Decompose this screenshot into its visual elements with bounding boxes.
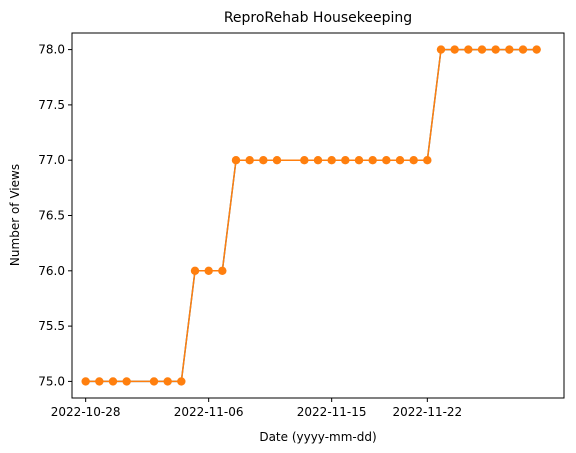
data-point bbox=[423, 156, 432, 165]
data-point bbox=[218, 266, 227, 275]
data-point bbox=[81, 377, 90, 386]
data-point bbox=[95, 377, 104, 386]
data-point bbox=[122, 377, 131, 386]
x-axis-label: Date (yyyy-mm-dd) bbox=[259, 430, 376, 444]
data-point bbox=[354, 156, 364, 165]
series-line bbox=[85, 48, 537, 383]
data-point bbox=[163, 377, 172, 386]
data-point bbox=[108, 377, 118, 386]
data-point bbox=[382, 156, 391, 165]
data-point bbox=[272, 156, 282, 165]
data-point bbox=[300, 156, 309, 165]
data-point bbox=[177, 377, 186, 386]
x-tick-label: 2022-11-22 bbox=[392, 405, 462, 419]
y-tick-label: 78.0 bbox=[38, 43, 65, 57]
y-axis: 75.0 75.5 76.0 76.5 77.0 77.5 78.0 bbox=[38, 43, 72, 388]
data-point bbox=[491, 45, 500, 54]
data-point bbox=[327, 156, 336, 165]
y-tick-label: 76.5 bbox=[38, 209, 65, 223]
data-point bbox=[477, 45, 487, 54]
data-point bbox=[505, 45, 514, 54]
data-point bbox=[450, 45, 459, 54]
y-tick-label: 77.5 bbox=[38, 98, 65, 112]
data-point bbox=[518, 45, 528, 54]
y-tick-label: 75.5 bbox=[38, 319, 65, 333]
data-point bbox=[149, 377, 159, 386]
x-tick-label: 2022-11-15 bbox=[297, 405, 367, 419]
data-point bbox=[190, 266, 200, 275]
data-point bbox=[245, 156, 254, 165]
data-point bbox=[368, 156, 377, 165]
y-tick-label: 75.0 bbox=[38, 374, 65, 388]
data-point bbox=[464, 45, 473, 54]
data-point bbox=[436, 45, 446, 54]
y-tick-label: 77.0 bbox=[38, 153, 65, 167]
series-line-underlay bbox=[85, 48, 537, 383]
x-tick-label: 2022-10-28 bbox=[51, 405, 121, 419]
data-point bbox=[532, 45, 541, 54]
plot-frame bbox=[71, 32, 565, 399]
y-axis-label: Number of Views bbox=[8, 164, 22, 266]
data-point bbox=[341, 156, 350, 165]
data-point bbox=[259, 156, 268, 165]
chart-title: ReproRehab Housekeeping bbox=[224, 10, 412, 26]
plot-area bbox=[81, 45, 541, 386]
data-point bbox=[395, 156, 405, 165]
y-tick-label: 76.0 bbox=[38, 264, 65, 278]
x-tick-label: 2022-11-06 bbox=[174, 405, 244, 419]
data-point bbox=[231, 156, 241, 165]
data-point bbox=[204, 266, 213, 275]
data-point bbox=[409, 156, 418, 165]
data-point bbox=[313, 156, 323, 165]
x-axis: 2022-10-28 2022-11-06 2022-11-15 2022-11-22 bbox=[51, 398, 462, 419]
